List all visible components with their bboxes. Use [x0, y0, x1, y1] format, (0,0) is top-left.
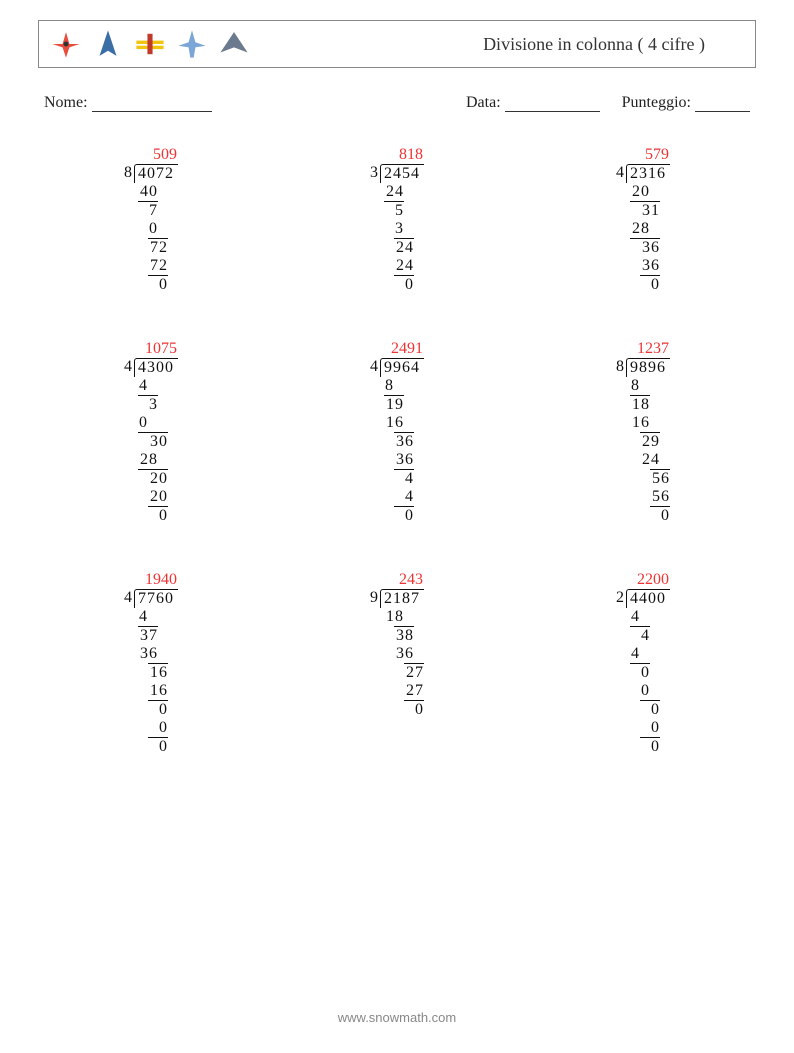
date-field: Data: — [466, 94, 600, 112]
quotient: 1940 — [134, 571, 178, 589]
quotient: 2491 — [380, 340, 424, 358]
dividend: 4400 — [626, 589, 670, 608]
work-steps: 245324240 — [380, 183, 424, 294]
dividend: 2187 — [380, 589, 424, 608]
quotient: 2200 — [626, 571, 670, 589]
work-steps: 44400000 — [626, 608, 670, 756]
score-blank[interactable] — [695, 94, 750, 112]
work-steps: 407072720 — [134, 183, 178, 294]
problem-9: 2 2200 4400 44400000 — [530, 571, 756, 756]
work-steps: 18383627270 — [380, 608, 424, 719]
name-field: Nome: — [44, 94, 212, 112]
dividend: 9896 — [626, 358, 670, 377]
name-label: Nome: — [44, 94, 88, 111]
problem-6: 8 1237 9896 81816292456560 — [530, 340, 756, 525]
dividend: 2316 — [626, 164, 670, 183]
problem-7: 4 1940 7760 437361616000 — [38, 571, 264, 756]
quotient: 818 — [380, 146, 424, 164]
work-steps: 81816292456560 — [626, 377, 670, 525]
dividend: 7760 — [134, 589, 178, 608]
plane-blue-jet-icon — [91, 27, 125, 61]
divisor: 8 — [616, 340, 626, 525]
date-label: Data: — [466, 94, 501, 111]
plane-blue-airliner-icon — [175, 27, 209, 61]
quotient: 243 — [380, 571, 424, 589]
quotient: 509 — [134, 146, 178, 164]
work-steps: 430302820200 — [134, 377, 178, 525]
info-row: Nome: Data: Punteggio: — [38, 94, 756, 112]
plane-yellow-biplane-icon — [133, 27, 167, 61]
date-blank[interactable] — [505, 94, 600, 112]
divisor: 4 — [124, 340, 134, 525]
dividend: 4072 — [134, 164, 178, 183]
divisor: 2 — [616, 571, 626, 756]
divisor: 3 — [370, 146, 380, 294]
score-label: Punteggio: — [622, 94, 691, 111]
name-blank[interactable] — [92, 94, 212, 112]
problems-grid: 8 509 4072 407072720 3 818 2454 24532424… — [38, 146, 756, 756]
worksheet-header: Divisione in colonna ( 4 cifre ) — [38, 20, 756, 68]
quotient: 1237 — [626, 340, 670, 358]
plane-red-prop-icon — [49, 27, 83, 61]
footer-url: www.snowmath.com — [0, 1010, 794, 1025]
problem-3: 4 579 2316 20312836360 — [530, 146, 756, 294]
quotient: 579 — [626, 146, 670, 164]
work-steps: 819163636440 — [380, 377, 424, 525]
plane-grey-stealth-icon — [217, 27, 251, 61]
problem-5: 4 2491 9964 819163636440 — [284, 340, 510, 525]
plane-icons — [49, 27, 251, 61]
divisor: 4 — [124, 571, 134, 756]
quotient: 1075 — [134, 340, 178, 358]
dividend: 4300 — [134, 358, 178, 377]
work-steps: 20312836360 — [626, 183, 670, 294]
divisor: 9 — [370, 571, 380, 719]
problem-2: 3 818 2454 245324240 — [284, 146, 510, 294]
divisor: 4 — [616, 146, 626, 294]
divisor: 8 — [124, 146, 134, 294]
problem-4: 4 1075 4300 430302820200 — [38, 340, 264, 525]
work-steps: 437361616000 — [134, 608, 178, 756]
divisor: 4 — [370, 340, 380, 525]
problem-8: 9 243 2187 18383627270 — [284, 571, 510, 756]
problem-1: 8 509 4072 407072720 — [38, 146, 264, 294]
dividend: 9964 — [380, 358, 424, 377]
score-field: Punteggio: — [622, 94, 750, 112]
worksheet-title: Divisione in colonna ( 4 cifre ) — [483, 34, 745, 55]
dividend: 2454 — [380, 164, 424, 183]
